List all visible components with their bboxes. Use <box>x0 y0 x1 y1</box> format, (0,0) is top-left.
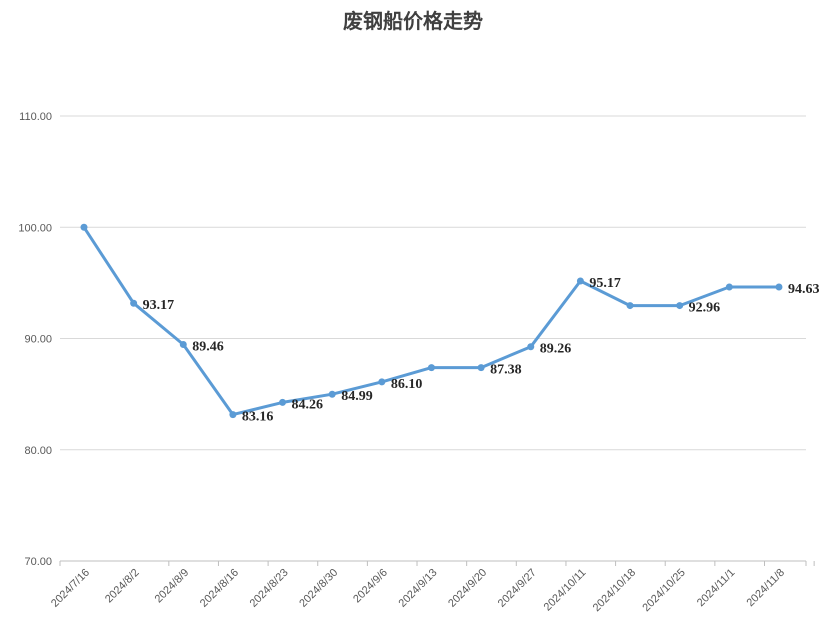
x-tick-label: 2024/10/18 <box>591 567 638 614</box>
x-tick-label: 2024/7/16 <box>49 567 92 610</box>
data-point <box>378 378 386 386</box>
data-point <box>527 343 535 351</box>
data-label: 83.16 <box>242 410 273 425</box>
data-point <box>179 341 187 349</box>
x-tick-label: 2024/11/1 <box>695 567 738 610</box>
data-point <box>576 277 584 285</box>
data-labels: 93.17 89.46 83.16 84.26 84.99 86.10 87.38 89.26… <box>143 276 820 425</box>
y-tick-label: 70.00 <box>24 556 52 568</box>
data-label: 86.10 <box>391 377 423 392</box>
y-tick-label: 80.00 <box>24 445 52 457</box>
x-axis: 2024/7/16 2024/8/2 2024/8/9 2024/8/16 2024/8… <box>49 561 815 614</box>
y-tick-label: 110.00 <box>19 111 52 123</box>
x-tick-label: 2024/8/9 <box>153 567 192 606</box>
data-point <box>130 299 138 307</box>
chart-title: 废钢船价格走势 <box>343 9 483 33</box>
y-axis: 70.00 80.00 90.00 100.00 110.00 <box>18 111 52 568</box>
series-line <box>82 225 781 417</box>
data-point <box>725 283 733 291</box>
y-tick-label: 90.00 <box>24 334 52 346</box>
x-tick-label: 2024/8/16 <box>198 567 241 610</box>
data-point <box>676 302 684 310</box>
data-point <box>477 364 485 372</box>
data-label: 89.26 <box>540 342 572 357</box>
data-point <box>775 283 783 291</box>
data-label: 93.17 <box>143 298 175 313</box>
x-tick-label: 2024/9/20 <box>446 567 489 610</box>
x-tick-label: 2024/8/23 <box>248 567 291 610</box>
data-label: 84.26 <box>292 397 324 412</box>
data-label: 94.63 <box>788 282 820 297</box>
data-point <box>328 390 336 398</box>
x-tick-label: 2024/10/11 <box>542 567 589 614</box>
data-label: 84.99 <box>341 389 373 404</box>
data-label: 95.17 <box>589 276 621 291</box>
data-point <box>427 364 435 372</box>
x-tick-label: 2024/9/13 <box>397 567 440 610</box>
data-label: 92.96 <box>689 301 721 316</box>
x-tick-label: 2024/8/30 <box>297 567 340 610</box>
data-label: 89.46 <box>192 340 224 355</box>
x-tick-label: 2024/11/8 <box>745 567 788 610</box>
x-tick-label: 2024/9/6 <box>351 567 390 606</box>
y-tick-label: 100.00 <box>18 222 52 234</box>
gridlines <box>60 115 806 562</box>
x-tick-label: 2024/8/2 <box>103 567 142 606</box>
x-tick-label: 2024/10/25 <box>640 567 687 614</box>
data-point <box>279 398 287 406</box>
data-point <box>80 223 88 231</box>
data-point <box>626 302 634 310</box>
x-tick-label: 2024/9/27 <box>496 567 539 610</box>
data-label: 87.38 <box>490 363 522 378</box>
series-group <box>80 223 783 419</box>
data-point <box>229 411 237 419</box>
